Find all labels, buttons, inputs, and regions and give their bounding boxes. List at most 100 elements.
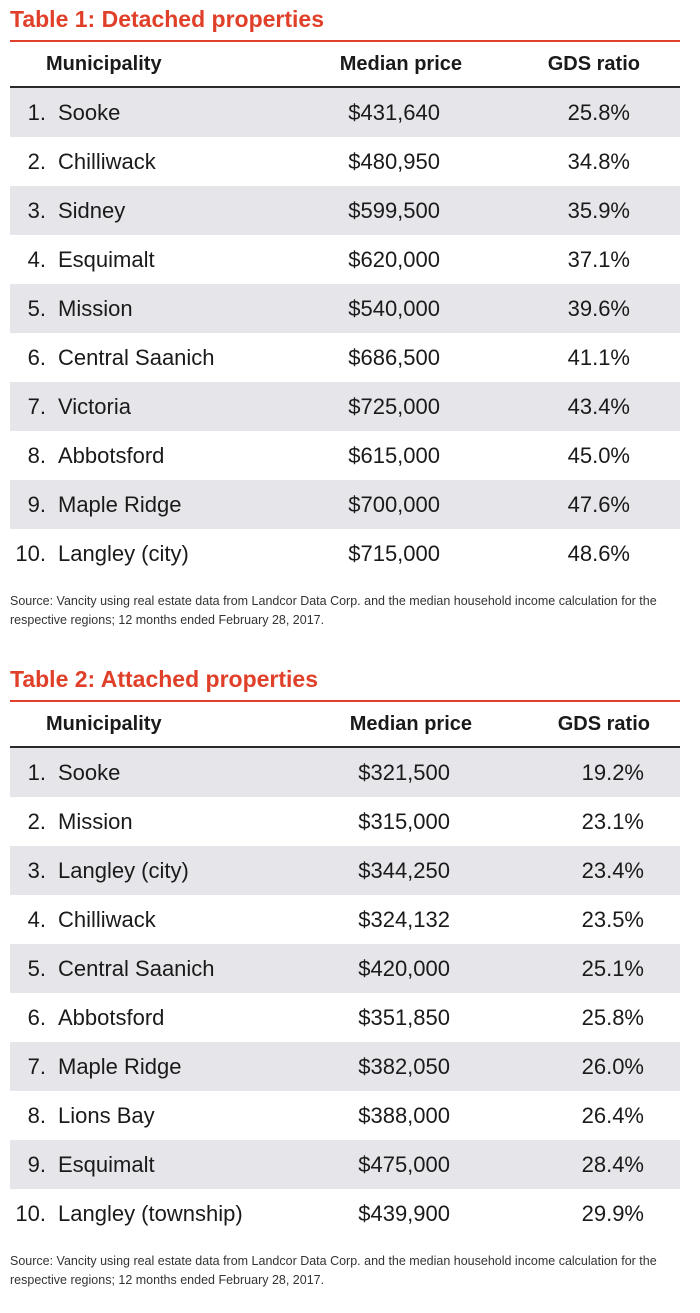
- median-price-cell: $344,250: [358, 857, 450, 883]
- table-row: 7. Victoria $725,000 43.4%: [10, 382, 680, 431]
- header-gds-ratio: GDS ratio: [557, 712, 650, 735]
- gds-ratio-cell: 34.8%: [567, 148, 630, 174]
- median-price-cell: $620,000: [348, 246, 440, 272]
- table-row: 8. Lions Bay $388,000 26.4%: [10, 1091, 680, 1140]
- gds-ratio-cell: 25.8%: [567, 99, 630, 125]
- table-row: 10. Langley (city) $715,000 48.6%: [10, 529, 680, 578]
- rank-number: 10.: [15, 1200, 46, 1226]
- median-price-cell: $599,500: [348, 197, 440, 223]
- table-row: 6. Abbotsford $351,850 25.8%: [10, 993, 680, 1042]
- municipality-name: Abbotsford: [58, 442, 165, 468]
- municipality-name: Esquimalt: [58, 1151, 155, 1177]
- gds-ratio-cell: 35.9%: [567, 197, 630, 223]
- median-price-cell: $700,000: [348, 491, 440, 517]
- municipality-name: Langley (city): [58, 857, 189, 883]
- municipality-name: Mission: [58, 295, 133, 321]
- municipality-cell: 1. Sooke: [10, 100, 300, 126]
- municipality-cell: 10. Langley (city): [10, 541, 300, 567]
- municipality-cell: 5. Central Saanich: [10, 956, 300, 982]
- source-note: Source: Vancity using real estate data f…: [10, 594, 657, 627]
- municipality-cell: 7. Maple Ridge: [10, 1054, 300, 1080]
- municipality-name: Maple Ridge: [58, 491, 182, 517]
- rank-number: 9.: [27, 491, 46, 517]
- municipality-name: Sidney: [58, 197, 126, 223]
- median-price-cell: $351,850: [358, 1004, 450, 1030]
- rank-number: 8.: [27, 442, 46, 468]
- municipality-name: Sooke: [58, 759, 121, 785]
- source-note: Source: Vancity using real estate data f…: [10, 1254, 657, 1287]
- median-price-cell: $686,500: [348, 344, 440, 370]
- table-row: 3. Langley (city) $344,250 23.4%: [10, 846, 680, 895]
- municipality-cell: 6. Abbotsford: [10, 1005, 300, 1031]
- table-row: 2. Chilliwack $480,950 34.8%: [10, 137, 680, 186]
- median-price-cell: $420,000: [358, 955, 450, 981]
- table-row: 8. Abbotsford $615,000 45.0%: [10, 431, 680, 480]
- municipality-cell: 3. Sidney: [10, 198, 300, 224]
- table-row: 6. Central Saanich $686,500 41.1%: [10, 333, 680, 382]
- median-price-cell: $321,500: [358, 759, 450, 785]
- gds-ratio-cell: 43.4%: [567, 393, 630, 419]
- median-price-cell: $725,000: [348, 393, 440, 419]
- rank-number: 1.: [27, 99, 46, 125]
- municipality-name: Sooke: [58, 99, 121, 125]
- municipality-cell: 10. Langley (township): [10, 1201, 300, 1227]
- table-row: 1. Sooke $431,640 25.8%: [10, 88, 680, 137]
- municipality-name: Langley (township): [58, 1200, 243, 1226]
- municipality-cell: 9. Esquimalt: [10, 1152, 300, 1178]
- municipality-name: Victoria: [58, 393, 131, 419]
- municipality-name: Abbotsford: [58, 1004, 165, 1030]
- gds-ratio-cell: 19.2%: [581, 759, 644, 785]
- municipality-name: Lions Bay: [58, 1102, 155, 1128]
- median-price-cell: $315,000: [358, 808, 450, 834]
- rank-number: 8.: [27, 1102, 46, 1128]
- header-median-price: Median price: [349, 712, 472, 735]
- rank-number: 6.: [27, 1004, 46, 1030]
- table-row: 7. Maple Ridge $382,050 26.0%: [10, 1042, 680, 1091]
- median-price-cell: $388,000: [358, 1102, 450, 1128]
- gds-ratio-cell: 45.0%: [567, 442, 630, 468]
- header-rule: [10, 746, 680, 748]
- median-price-cell: $540,000: [348, 295, 440, 321]
- table-row: 3. Sidney $599,500 35.9%: [10, 186, 680, 235]
- municipality-cell: 5. Mission: [10, 296, 300, 322]
- table-row: 5. Central Saanich $420,000 25.1%: [10, 944, 680, 993]
- gds-ratio-cell: 28.4%: [581, 1151, 644, 1177]
- table-header-row: Municipality Median price GDS ratio: [10, 42, 680, 86]
- rank-number: 6.: [27, 344, 46, 370]
- gds-ratio-cell: 23.5%: [581, 906, 644, 932]
- table-row: 1. Sooke $321,500 19.2%: [10, 748, 680, 797]
- rank-number: 2.: [27, 808, 46, 834]
- municipality-cell: 9. Maple Ridge: [10, 492, 300, 518]
- municipality-name: Maple Ridge: [58, 1053, 182, 1079]
- municipality-cell: 2. Chilliwack: [10, 149, 300, 175]
- gds-ratio-cell: 26.4%: [581, 1102, 644, 1128]
- municipality-cell: 8. Abbotsford: [10, 443, 300, 469]
- gds-ratio-cell: 48.6%: [567, 540, 630, 566]
- rank-number: 1.: [27, 759, 46, 785]
- rank-number: 5.: [27, 955, 46, 981]
- municipality-name: Chilliwack: [58, 906, 156, 932]
- median-price-cell: $475,000: [358, 1151, 450, 1177]
- rank-number: 10.: [15, 540, 46, 566]
- table-title: Table 1: Detached properties: [10, 6, 324, 32]
- rank-number: 4.: [27, 906, 46, 932]
- municipality-cell: 6. Central Saanich: [10, 345, 300, 371]
- rank-number: 9.: [27, 1151, 46, 1177]
- municipality-cell: 4. Chilliwack: [10, 907, 300, 933]
- municipality-cell: 3. Langley (city): [10, 858, 300, 884]
- rank-number: 7.: [27, 393, 46, 419]
- gds-ratio-cell: 26.0%: [581, 1053, 644, 1079]
- municipality-cell: 8. Lions Bay: [10, 1103, 300, 1129]
- rank-number: 2.: [27, 148, 46, 174]
- table-row: 9. Maple Ridge $700,000 47.6%: [10, 480, 680, 529]
- table-row: 4. Esquimalt $620,000 37.1%: [10, 235, 680, 284]
- gds-ratio-cell: 47.6%: [567, 491, 630, 517]
- table-header-row: Municipality Median price GDS ratio: [10, 702, 680, 746]
- detached-properties-table: Table 1: Detached properties Municipalit…: [0, 0, 700, 630]
- rank-number: 4.: [27, 246, 46, 272]
- gds-ratio-cell: 41.1%: [567, 344, 630, 370]
- municipality-name: Chilliwack: [58, 148, 156, 174]
- median-price-cell: $715,000: [348, 540, 440, 566]
- municipality-name: Langley (city): [58, 540, 189, 566]
- table-title: Table 2: Attached properties: [10, 666, 319, 692]
